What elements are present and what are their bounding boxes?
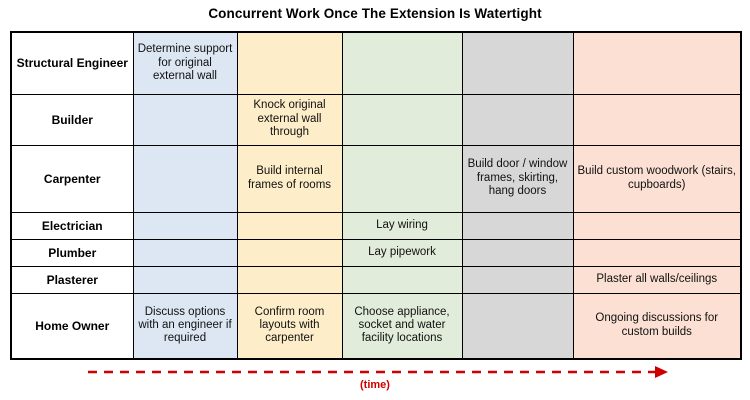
cell-plumber-phase3: Lay pipework <box>341 238 463 267</box>
cell-plasterer-phase5: Plaster all walls/ceilings <box>572 265 742 294</box>
time-axis-arrow <box>88 366 668 378</box>
cell-plasterer-phase3 <box>341 265 463 294</box>
cell-home-owner-phase4 <box>461 292 574 359</box>
cell-electrician-phase5 <box>572 211 742 240</box>
table-body: Structural Engineer Determine support fo… <box>10 32 742 359</box>
cell-electrician-phase3: Lay wiring <box>341 211 463 240</box>
cell-builder-phase3 <box>341 93 463 146</box>
cell-plasterer-phase2 <box>236 265 343 294</box>
cell-carpenter-phase1 <box>132 144 238 213</box>
cell-plumber-phase4 <box>461 238 574 267</box>
table-row: Plumber Lay pipework <box>10 238 742 267</box>
table-row: Plasterer Plaster all walls/ceilings <box>10 265 742 294</box>
cell-plumber-phase5 <box>572 238 742 267</box>
table-row: Structural Engineer Determine support fo… <box>10 32 742 95</box>
row-label-builder: Builder <box>10 93 134 146</box>
cell-electrician-phase4 <box>461 211 574 240</box>
row-label-electrician: Electrician <box>10 211 134 240</box>
cell-plumber-phase1 <box>132 238 238 267</box>
cell-plasterer-phase1 <box>132 265 238 294</box>
cell-home-owner-phase1: Discuss options with an engineer if requ… <box>132 292 238 359</box>
cell-carpenter-phase3 <box>341 144 463 213</box>
cell-carpenter-phase5: Build custom woodwork (stairs, cupboards… <box>572 144 742 213</box>
table-row: Electrician Lay wiring <box>10 211 742 240</box>
table-row: Carpenter Build internal frames of rooms… <box>10 144 742 213</box>
cell-electrician-phase1 <box>132 211 238 240</box>
table-row: Builder Knock original external wall thr… <box>10 93 742 146</box>
cell-builder-phase2: Knock original external wall through <box>236 93 343 146</box>
cell-carpenter-phase4: Build door / window frames, skirting, ha… <box>461 144 574 213</box>
row-label-home-owner: Home Owner <box>10 292 134 359</box>
work-schedule-table: Structural Engineer Determine support fo… <box>10 31 742 360</box>
cell-electrician-phase2 <box>236 211 343 240</box>
row-label-structural-engineer: Structural Engineer <box>10 32 134 95</box>
cell-home-owner-phase3: Choose appliance, socket and water facil… <box>341 292 463 359</box>
row-label-plumber: Plumber <box>10 238 134 267</box>
cell-plasterer-phase4 <box>461 265 574 294</box>
cell-structural-engineer-phase2 <box>236 32 343 95</box>
cell-structural-engineer-phase4 <box>461 32 574 95</box>
table-row: Home Owner Discuss options with an engin… <box>10 292 742 359</box>
cell-home-owner-phase5: Ongoing discussions for custom builds <box>572 292 742 359</box>
row-label-plasterer: Plasterer <box>10 265 134 294</box>
page-title: Concurrent Work Once The Extension Is Wa… <box>208 6 542 21</box>
cell-carpenter-phase2: Build internal frames of rooms <box>236 144 343 213</box>
cell-plumber-phase2 <box>236 238 343 267</box>
cell-structural-engineer-phase1: Determine support for original external … <box>132 32 238 95</box>
cell-builder-phase1 <box>132 93 238 146</box>
cell-structural-engineer-phase5 <box>572 32 742 95</box>
time-arrow-head-icon <box>655 366 668 378</box>
cell-builder-phase4 <box>461 93 574 146</box>
cell-builder-phase5 <box>572 93 742 146</box>
row-label-carpenter: Carpenter <box>10 144 134 213</box>
time-axis-label: (time) <box>360 379 390 391</box>
cell-home-owner-phase2: Confirm room layouts with carpenter <box>236 292 343 359</box>
cell-structural-engineer-phase3 <box>341 32 463 95</box>
